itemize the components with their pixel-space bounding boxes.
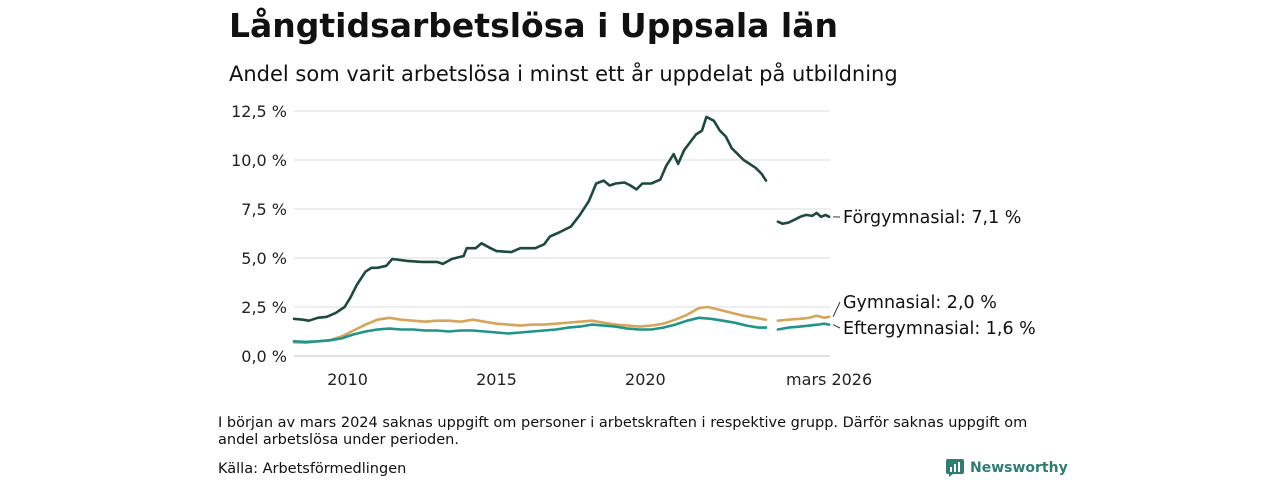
- brand-name: Newsworthy: [970, 460, 1068, 476]
- line-chart: 0,0 % 2,5 % 5,0 % 7,5 % 10,0 % 12,5 % 2010 2015…: [231, 102, 1036, 389]
- y-tick-label: 12,5 %: [231, 102, 287, 121]
- y-tick-label: 5,0 %: [241, 249, 287, 268]
- series-line-eftergymnasial: [292, 316, 768, 344]
- brand-logo: Newsworthy: [946, 459, 1068, 477]
- y-tick-label: 2,5 %: [241, 298, 287, 317]
- series-end-label: Förgymnasial: 7,1 %: [843, 208, 1021, 228]
- chart-source: Källa: Arbetsförmedlingen: [218, 461, 407, 477]
- chart-note: I början av mars 2024 saknas uppgift om …: [218, 415, 1028, 448]
- y-tick-label: 7,5 %: [241, 200, 287, 219]
- y-tick-label: 0,0 %: [241, 347, 287, 366]
- series-line-gymnasial: [776, 314, 831, 322]
- newsworthy-logo-icon: [946, 459, 964, 477]
- series-line-förgymnasial: [292, 115, 768, 322]
- x-tick-label: mars 2026: [786, 370, 872, 389]
- y-tick-label: 10,0 %: [231, 151, 287, 170]
- series-line-förgymnasial: [776, 211, 831, 225]
- x-tick-label: 2015: [476, 370, 517, 389]
- chart-title: Långtidsarbetslösa i Uppsala län: [229, 6, 839, 45]
- label-leader-line: [832, 324, 841, 329]
- series-line-eftergymnasial: [776, 322, 831, 331]
- chart-subtitle: Andel som varit arbetslösa i minst ett å…: [229, 62, 898, 86]
- x-tick-label: 2010: [327, 370, 368, 389]
- label-leader-line: [832, 301, 841, 318]
- series-end-label: Eftergymnasial: 1,6 %: [843, 319, 1036, 339]
- series-end-label: Gymnasial: 2,0 %: [843, 293, 997, 313]
- x-tick-label: 2020: [625, 370, 666, 389]
- series-line-gymnasial: [292, 305, 768, 344]
